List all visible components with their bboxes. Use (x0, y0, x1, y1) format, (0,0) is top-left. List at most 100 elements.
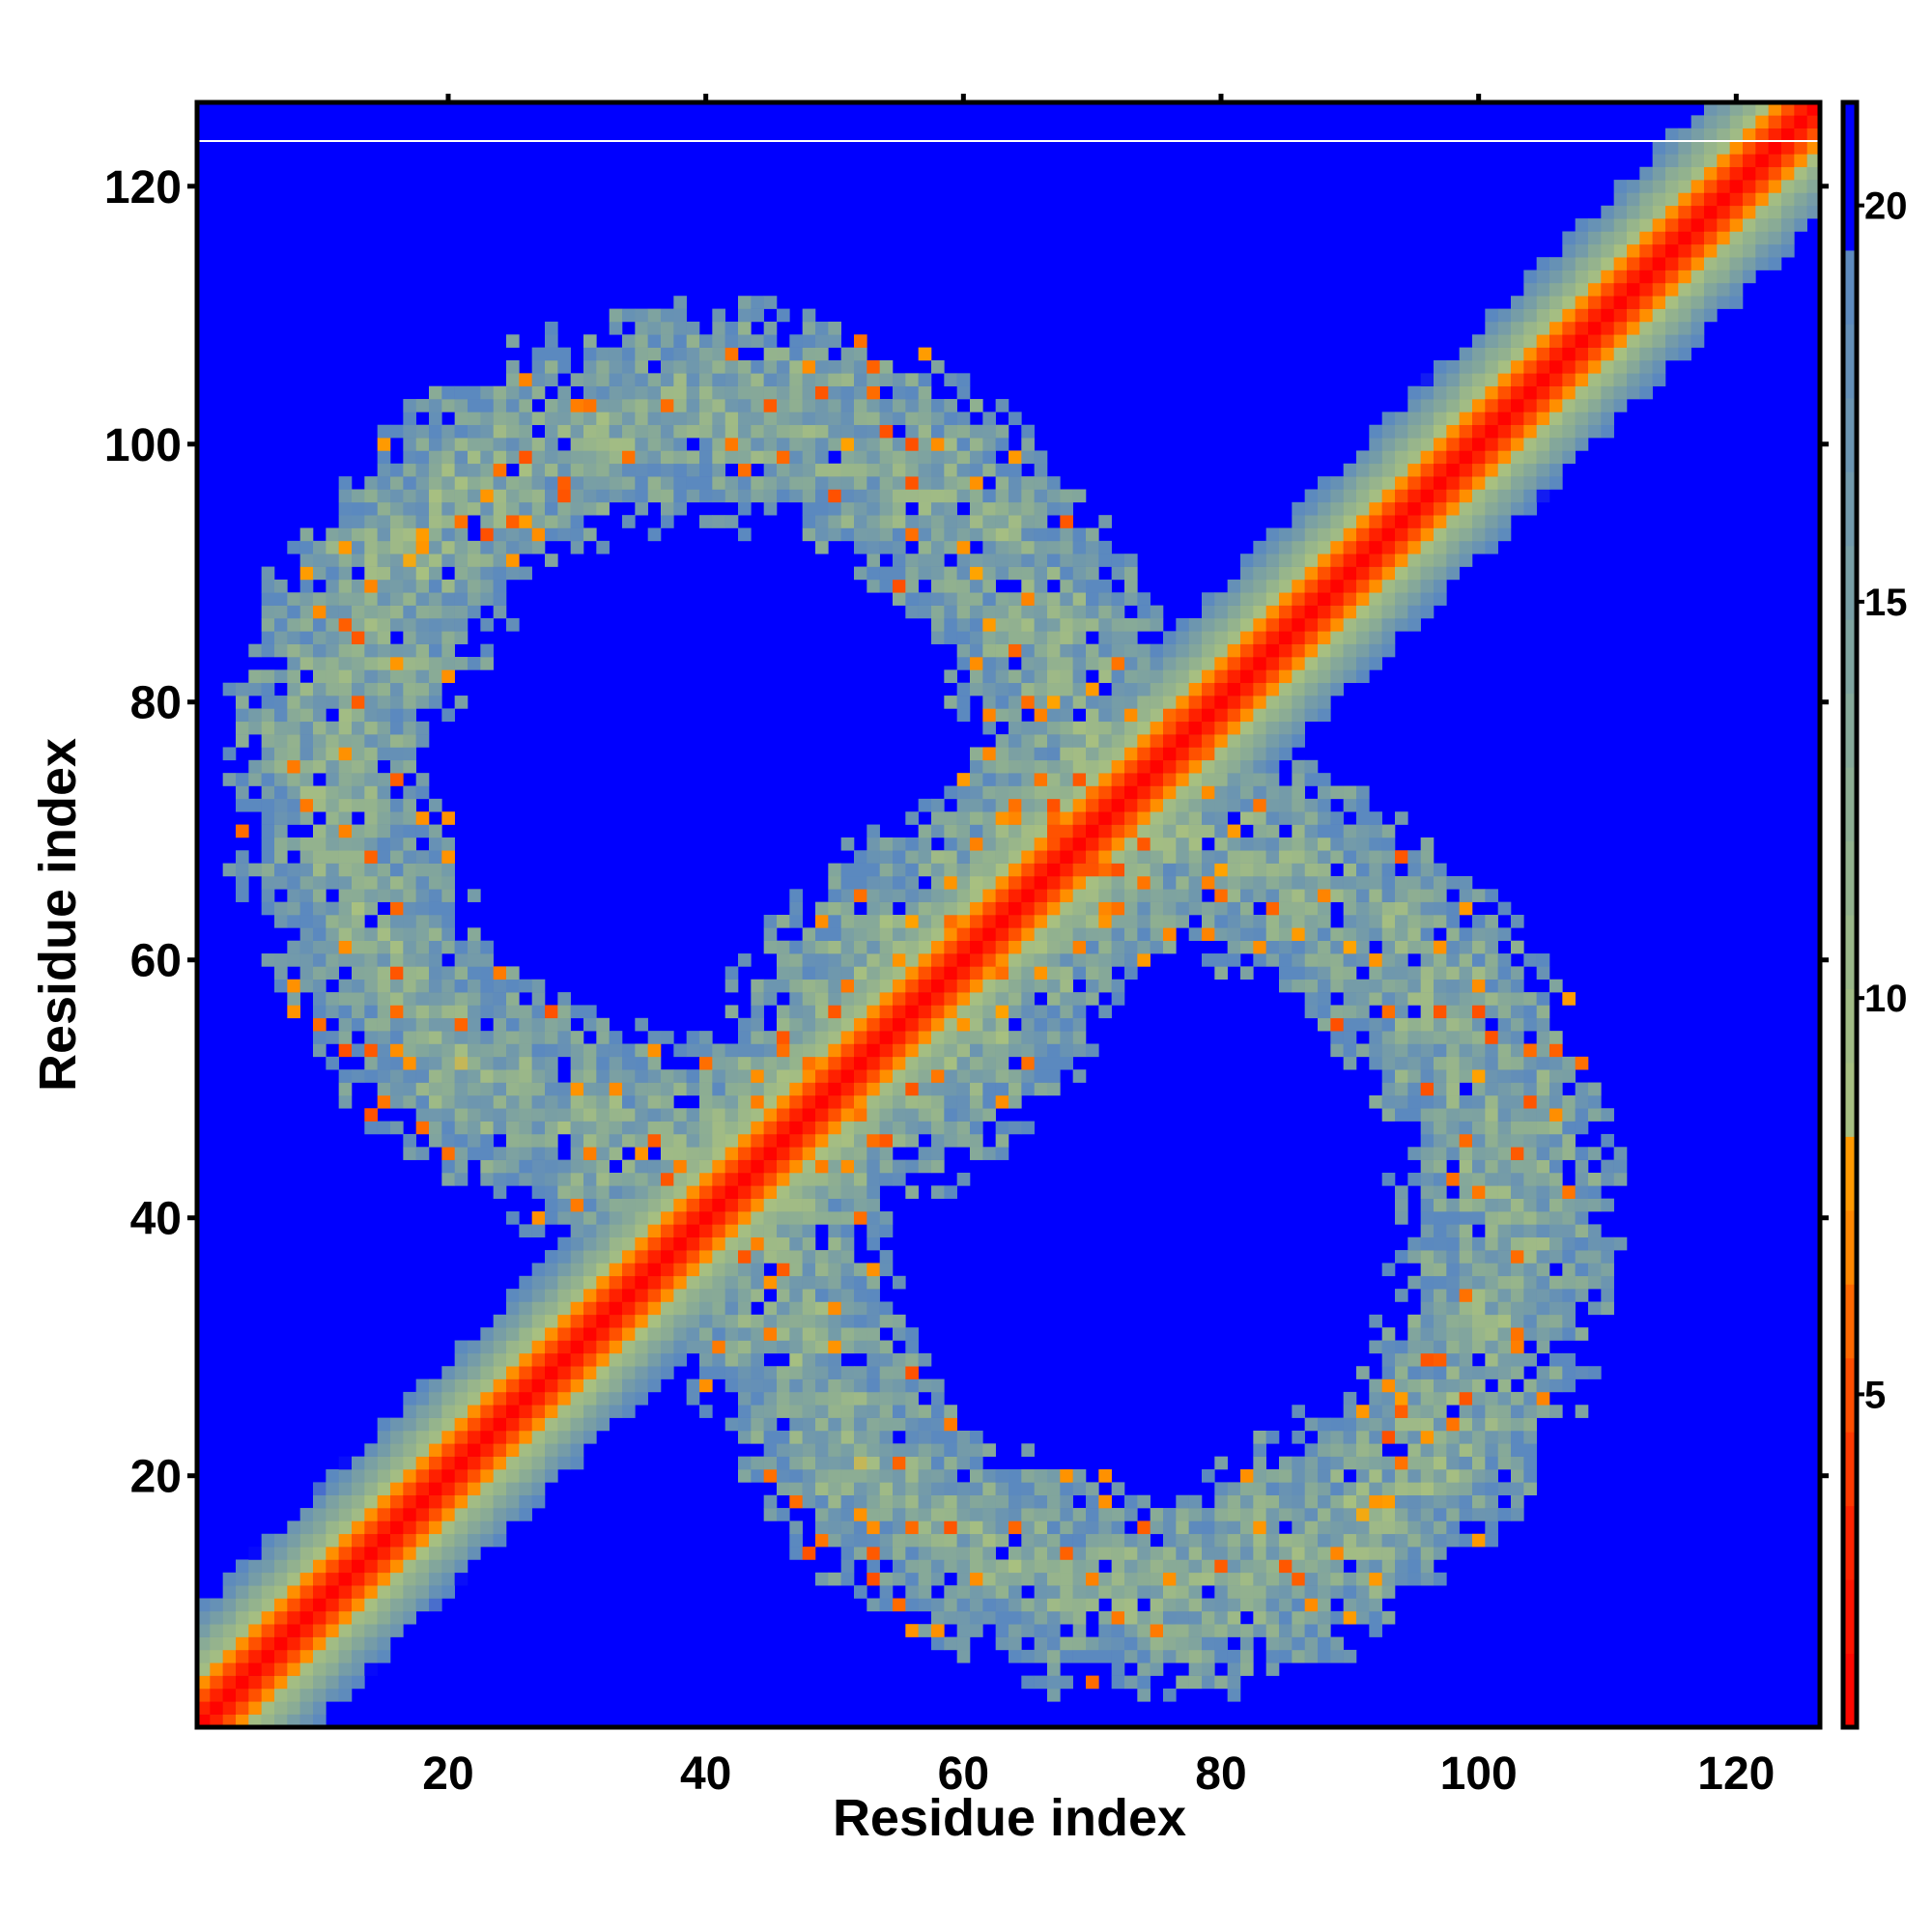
heatmap-cell (1304, 592, 1319, 606)
heatmap-cell (1330, 617, 1344, 632)
heatmap-cell (274, 631, 288, 644)
heatmap-cell (519, 1301, 532, 1316)
heatmap-cell (970, 450, 983, 465)
heatmap-cell (1292, 901, 1305, 916)
heatmap-cell (931, 1610, 945, 1625)
heatmap-cell (738, 1327, 752, 1341)
heatmap-cell (970, 1520, 983, 1535)
heatmap-cell (699, 1250, 713, 1264)
heatmap-cell (635, 399, 648, 412)
heatmap-cell (197, 1624, 211, 1637)
heatmap-cell (840, 1211, 855, 1225)
heatmap-cell (1279, 1469, 1293, 1483)
heatmap-cell (338, 1675, 353, 1690)
heatmap-cell (802, 501, 816, 516)
heatmap-cell (956, 566, 971, 581)
heatmap-cell (1292, 1469, 1305, 1483)
heatmap-cell (441, 1005, 455, 1019)
heatmap-cell (415, 1443, 430, 1457)
heatmap-cell (1047, 592, 1061, 606)
heatmap-cell (1009, 643, 1022, 658)
heatmap-cell (777, 1301, 790, 1316)
heatmap-cell (1318, 643, 1331, 658)
heatmap-cell (854, 1443, 867, 1457)
heatmap-cell (609, 424, 623, 439)
heatmap-cell (1240, 1636, 1254, 1651)
heatmap-cell (1047, 566, 1061, 581)
heatmap-cell (1356, 785, 1370, 800)
heatmap-cell (1381, 527, 1396, 542)
heatmap-cell (1072, 1017, 1087, 1032)
heatmap-cell (1304, 1624, 1319, 1637)
heatmap-cell (1176, 1675, 1189, 1690)
heatmap-cell (441, 1456, 455, 1470)
heatmap-cell (712, 1340, 725, 1354)
heatmap-cell (1111, 875, 1125, 890)
heatmap-cell (545, 399, 558, 412)
heatmap-cell (403, 889, 416, 902)
heatmap-cell (1292, 915, 1305, 928)
heatmap-cell (596, 450, 610, 465)
heatmap-cell (557, 1391, 571, 1406)
heatmap-cell (635, 308, 648, 323)
heatmap-cell (1369, 1533, 1382, 1548)
heatmap-cell (274, 579, 288, 593)
heatmap-cell (1253, 540, 1266, 554)
heatmap-cell (1343, 605, 1357, 619)
heatmap-cell (1150, 915, 1164, 928)
heatmap-cell (596, 1031, 610, 1044)
heatmap-cell (1111, 1508, 1125, 1521)
heatmap-cell (635, 1263, 648, 1277)
heatmap-cell (583, 1314, 597, 1328)
heatmap-cell (1265, 927, 1280, 941)
heatmap-cell (1034, 527, 1048, 542)
heatmap-cell (944, 631, 957, 644)
heatmap-cell (867, 1314, 880, 1328)
heatmap-cell (454, 1482, 469, 1496)
heatmap-cell (854, 1108, 867, 1122)
heatmap-cell (1381, 915, 1396, 928)
heatmap-cell (313, 953, 327, 967)
heatmap-cell (299, 631, 314, 644)
heatmap-cell (609, 1082, 623, 1096)
heatmap-cell (1369, 863, 1382, 877)
heatmap-cell (763, 1069, 778, 1083)
heatmap-cell (1369, 824, 1382, 838)
heatmap-cell (970, 1005, 983, 1019)
heatmap-cell (918, 373, 932, 386)
heatmap-cell (1279, 579, 1293, 593)
heatmap-cell (738, 1043, 752, 1058)
heatmap-cell (751, 1147, 764, 1160)
heatmap-cell (751, 373, 764, 386)
heatmap-cell (931, 399, 945, 412)
heatmap-cell (905, 1056, 919, 1070)
heatmap-cell (699, 1405, 713, 1418)
heatmap-cell (1086, 721, 1099, 735)
heatmap-cell (274, 1714, 288, 1728)
heatmap-cell (1356, 643, 1370, 658)
heatmap-cell (441, 1069, 455, 1083)
heatmap-cell (661, 424, 674, 439)
heatmap-cell (1009, 1508, 1022, 1521)
heatmap-cell (918, 1585, 932, 1599)
heatmap-cell (570, 1289, 584, 1302)
heatmap-cell (364, 631, 378, 644)
heatmap-cell (338, 1624, 353, 1637)
heatmap-cell (506, 1133, 520, 1148)
heatmap-cell (879, 579, 894, 593)
heatmap-cell (1021, 438, 1035, 451)
heatmap-cell (338, 940, 353, 954)
heatmap-cell (222, 1610, 237, 1625)
heatmap-cell (596, 1211, 610, 1225)
heatmap-cell (995, 889, 1009, 902)
heatmap-cell (1356, 1366, 1370, 1379)
heatmap-cell (1098, 1649, 1112, 1663)
heatmap-cell (1318, 966, 1331, 980)
heatmap-cell (519, 1405, 532, 1418)
heatmap-cell (480, 1133, 494, 1148)
heatmap-cell (377, 617, 391, 632)
heatmap-cell (982, 1443, 996, 1457)
heatmap-cell (686, 1275, 700, 1290)
heatmap-cell (1330, 1043, 1344, 1058)
heatmap-cell (1047, 554, 1061, 567)
